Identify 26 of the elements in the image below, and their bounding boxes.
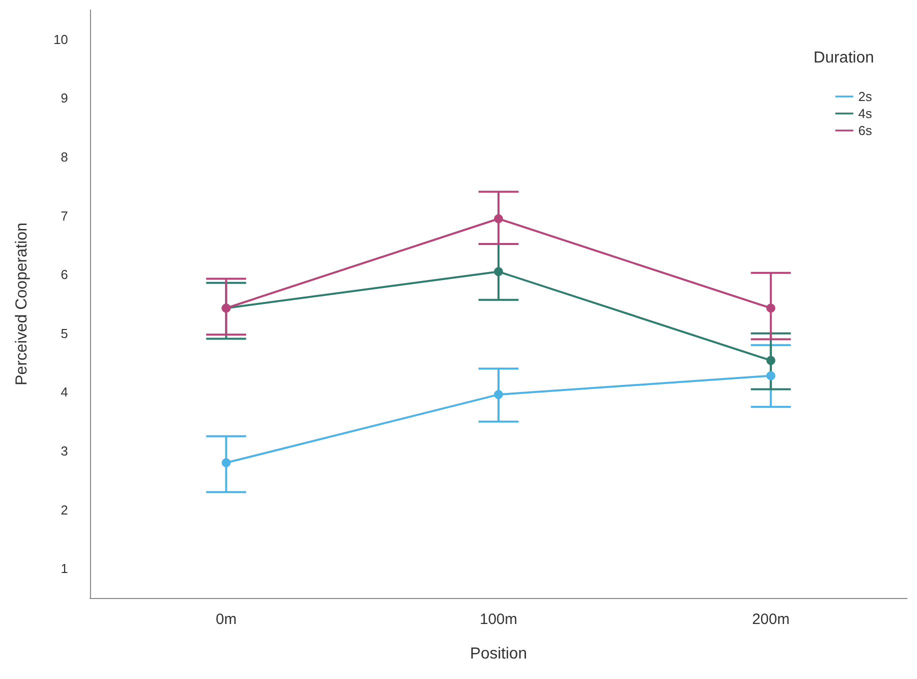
point [766, 356, 776, 365]
point [494, 214, 503, 224]
point [766, 371, 776, 380]
point [494, 267, 503, 276]
y-tick-label: 7 [60, 208, 68, 224]
y-tick-label: 1 [60, 561, 68, 576]
point [494, 390, 503, 400]
point [766, 304, 776, 313]
y-tick-label: 2 [60, 502, 68, 518]
x-axis-title: Position [470, 646, 527, 662]
x-tick-label: 100m [480, 611, 518, 628]
x-tick-label: 200m [752, 611, 790, 628]
legend-label: 6s [858, 123, 872, 138]
y-tick-label: 10 [54, 32, 68, 47]
point [222, 458, 231, 468]
y-tick-label: 5 [60, 326, 68, 341]
legend-label: 2s [858, 89, 872, 104]
y-tick-label: 8 [60, 150, 68, 164]
y-tick-label: 9 [60, 90, 68, 106]
y-tick-label: 4 [60, 384, 68, 400]
legend-label: 4s [858, 106, 872, 121]
x-tick-label: 0m [216, 611, 237, 628]
legend-title: Duration [814, 50, 874, 66]
y-tick-label: 3 [60, 444, 68, 458]
y-tick-label: 6 [60, 267, 68, 282]
y-axis-title: Perceived Cooperation [14, 222, 30, 386]
